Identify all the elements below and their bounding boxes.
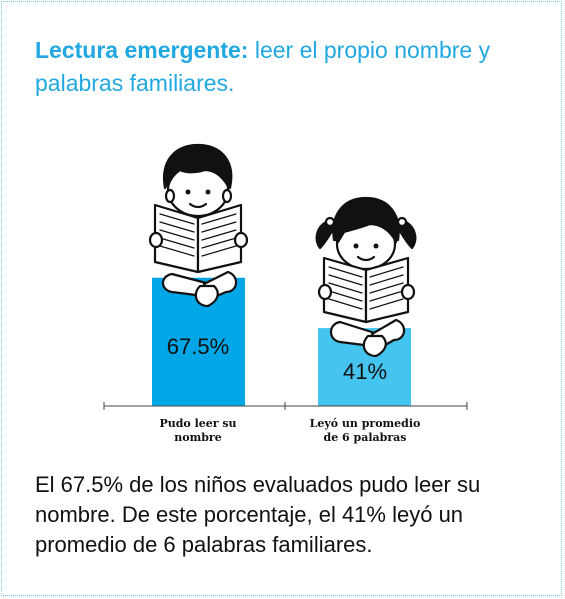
category-label: nombre (174, 431, 221, 444)
category-label: Leyó un promedio (310, 417, 421, 430)
category-label: Pudo leer su (159, 417, 236, 430)
title-bold: Lectura emergente: (35, 37, 249, 63)
page-title: Lectura emergente: leer el propio nombre… (35, 34, 545, 100)
title-rest: leer el propio nombre y palabras familia… (35, 37, 491, 96)
bar-value-label: 41% (343, 359, 387, 384)
caption-text: El 67.5% de los niños evaluados pudo lee… (35, 472, 481, 557)
bar-value-label: 67.5% (167, 334, 229, 359)
category-label: de 6 palabras (324, 431, 407, 444)
girl-reading-book-icon (315, 196, 417, 358)
boy-reading-book-icon (148, 143, 249, 308)
